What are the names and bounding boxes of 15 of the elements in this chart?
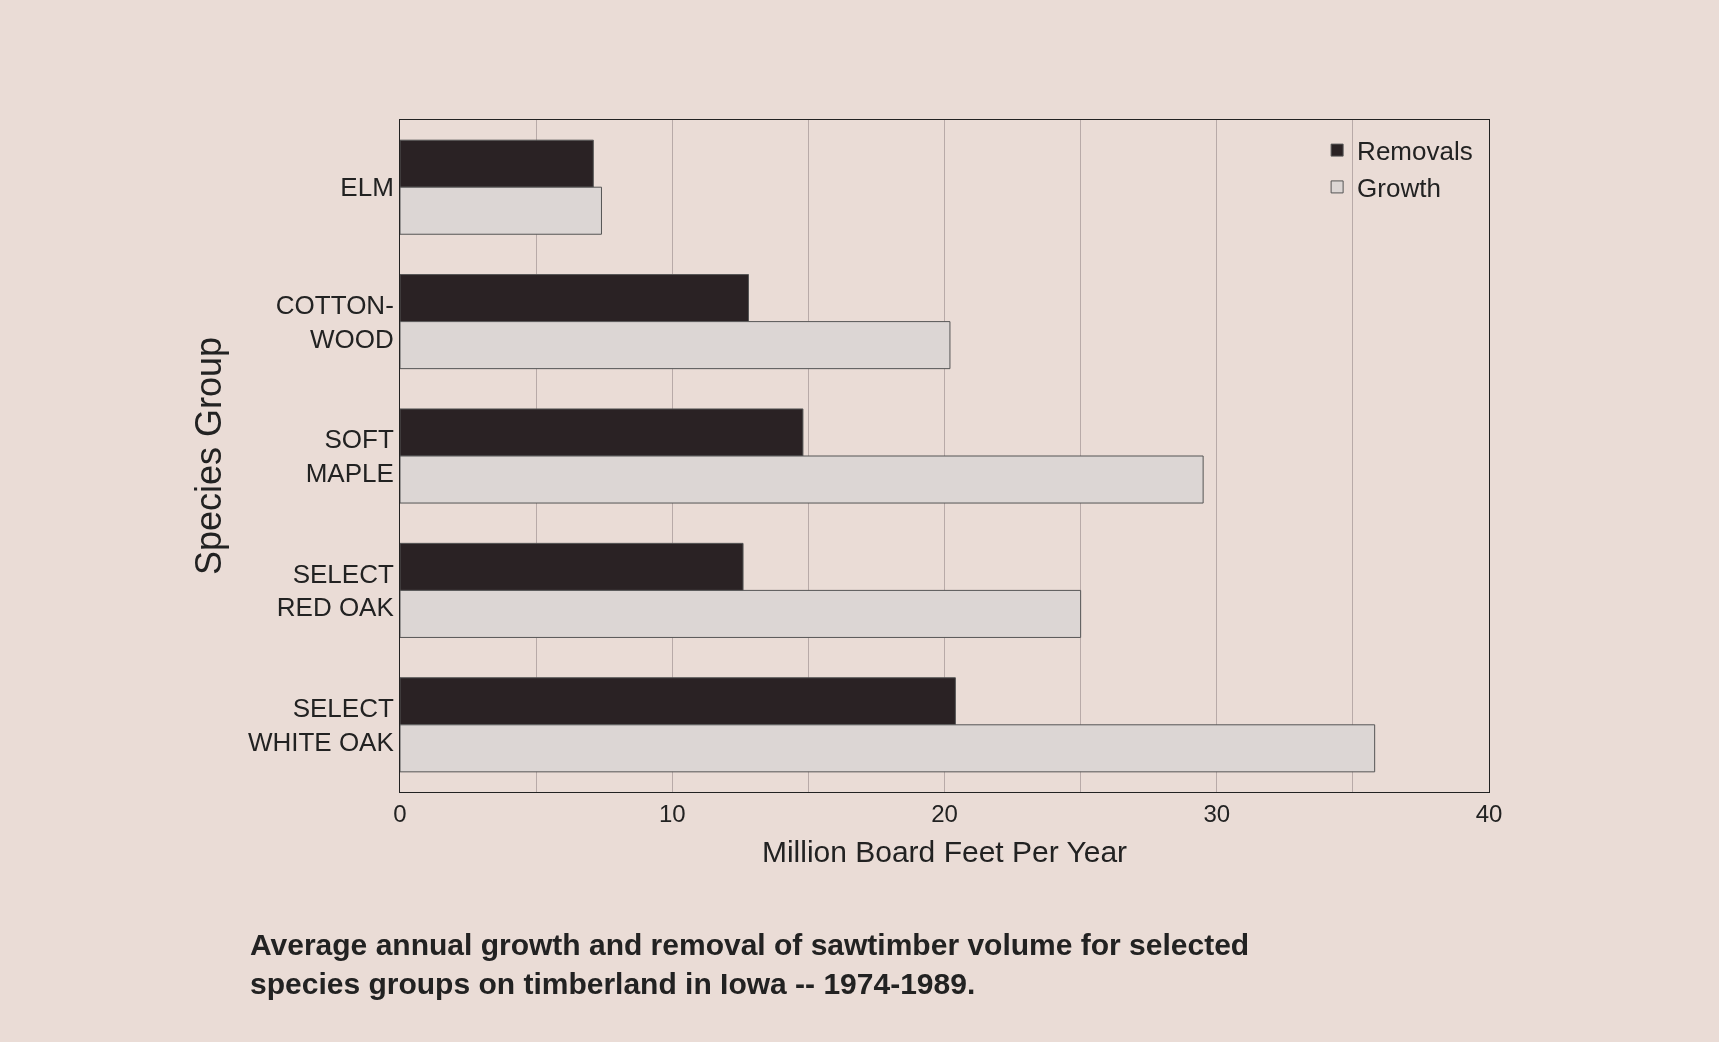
y-tick-label: COTTON- WOOD [275,289,394,354]
y-tick-label: ELM [340,172,394,203]
legend-label: Growth [1357,173,1441,204]
y-tick-label: SOFT MAPLE [305,424,394,488]
y-tick-label: SELECT WHITE OAK [247,693,395,757]
x-tick-label: 0 [393,799,407,827]
y-tick-label: SELECT RED OAK [276,558,395,623]
x-tick-label: 40 [1475,799,1503,827]
y-axis-title: Species Group [187,336,229,576]
x-tick-label: 10 [658,799,686,827]
x-tick-label: 20 [931,799,958,827]
x-tick-label: 30 [1203,799,1231,827]
text: Average annual growth and removal of sawtimber volume for selected species groups on timberland in Iowa -- 1974-1989. [250,928,1250,1000]
legend-label: Removals [1357,136,1473,167]
x-axis-title: Million Board Feet Per Year [761,835,1128,869]
